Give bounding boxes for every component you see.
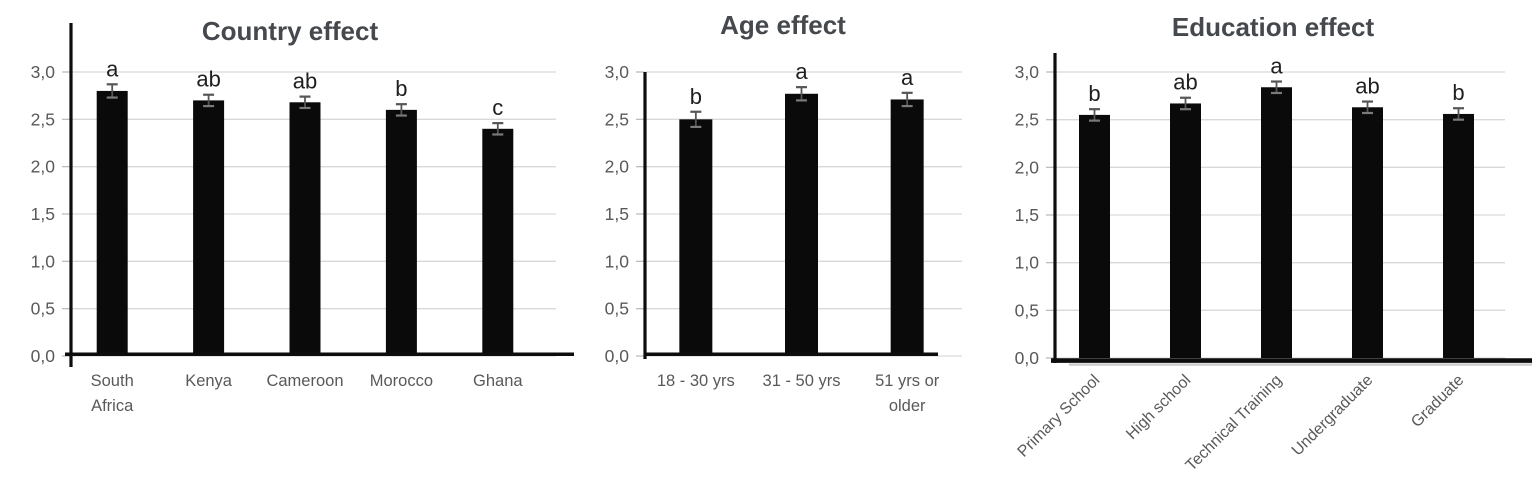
y-tick-label: 0,5 bbox=[605, 299, 629, 319]
x-category-label: Technical Training bbox=[1183, 372, 1286, 475]
chart-title-age-effect: Age effect bbox=[720, 10, 846, 40]
bar bbox=[385, 109, 417, 356]
y-tick-label: 0,5 bbox=[31, 299, 55, 319]
sig-letter: b bbox=[1452, 80, 1464, 105]
sig-letter: a bbox=[1270, 54, 1283, 79]
sig-letter: c bbox=[492, 95, 503, 120]
sig-letter: b bbox=[690, 84, 702, 109]
y-tick-label: 3,0 bbox=[31, 62, 56, 82]
sig-letter: b bbox=[1088, 81, 1100, 106]
bar bbox=[1170, 103, 1201, 359]
x-category-label: Ghana bbox=[473, 372, 523, 390]
bar bbox=[890, 99, 924, 356]
x-category-label: Undergraduate bbox=[1289, 372, 1377, 460]
y-tick-label: 3,0 bbox=[1015, 62, 1040, 82]
x-category-label: Morocco bbox=[370, 372, 433, 390]
y-tick-label: 1,0 bbox=[31, 251, 56, 271]
x-category-label: 51 yrs or bbox=[875, 372, 940, 390]
x-category-label: High school bbox=[1123, 372, 1194, 443]
y-tick-label: 2,0 bbox=[605, 157, 630, 177]
x-category-label: Kenya bbox=[185, 372, 233, 390]
y-tick-label: 3,0 bbox=[605, 62, 630, 82]
bar bbox=[785, 93, 818, 357]
y-tick-label: 1,5 bbox=[1015, 205, 1039, 225]
age-effect-chart: 0,0 0,5 1,0 1,5 2,0 2,5 3,0 b 18 - 30 yrs a 31 - 5… bbox=[605, 10, 962, 415]
sig-letter: a bbox=[106, 56, 119, 81]
y-tick-label: 0,5 bbox=[1015, 300, 1039, 320]
y-tick-label: 0,0 bbox=[1015, 348, 1040, 368]
sig-letter: ab bbox=[196, 67, 220, 92]
bar bbox=[679, 119, 713, 356]
y-tick-label: 0,0 bbox=[605, 346, 630, 366]
bar bbox=[1443, 113, 1474, 359]
x-category-label: Graduate bbox=[1408, 372, 1467, 431]
country-effect-plot-area: 0,0 0,5 1,0 1,5 2,0 2,5 3,0 a South Africa ab Kenya… bbox=[31, 23, 574, 415]
country-effect-chart: 0,0 0,5 1,0 1,5 2,0 2,5 3,0 a South Africa ab Kenya… bbox=[31, 16, 574, 415]
bar bbox=[193, 100, 225, 357]
x-category-label: Primary School bbox=[1015, 372, 1104, 461]
chart-title-education-effect: Education effect bbox=[1172, 12, 1375, 42]
bar bbox=[1261, 87, 1292, 359]
y-tick-label: 2,0 bbox=[1015, 157, 1040, 177]
age-effect-plot-area: 0,0 0,5 1,0 1,5 2,0 2,5 3,0 b 18 - 30 yrs a 31 - 5… bbox=[605, 59, 962, 415]
y-tick-label: 0,0 bbox=[31, 346, 56, 366]
x-category-label: older bbox=[889, 397, 926, 415]
x-category-label: South bbox=[91, 372, 134, 390]
chart-title-country-effect: Country effect bbox=[202, 16, 379, 46]
y-tick-label: 2,5 bbox=[1015, 110, 1039, 130]
x-category-label: 31 - 50 yrs bbox=[763, 372, 841, 390]
bar bbox=[96, 90, 128, 356]
x-category-label: 18 - 30 yrs bbox=[657, 372, 735, 390]
sig-letter: a bbox=[901, 65, 914, 90]
y-tick-label: 2,0 bbox=[31, 157, 56, 177]
sig-letter: ab bbox=[1173, 70, 1197, 95]
x-category-label: Cameroon bbox=[266, 372, 343, 390]
y-tick-label: 2,5 bbox=[31, 109, 55, 129]
bar bbox=[1079, 114, 1110, 359]
y-tick-label: 1,5 bbox=[605, 204, 629, 224]
sig-letter: ab bbox=[1355, 74, 1379, 99]
x-category-label: Africa bbox=[91, 397, 134, 415]
y-tick-label: 1,0 bbox=[605, 251, 630, 271]
y-tick-label: 1,0 bbox=[1015, 253, 1040, 273]
y-tick-label: 2,5 bbox=[605, 109, 629, 129]
sig-letter: b bbox=[395, 76, 407, 101]
bar bbox=[1352, 107, 1383, 358]
sig-letter: ab bbox=[293, 69, 317, 94]
sig-letter: a bbox=[795, 59, 808, 84]
bar bbox=[289, 102, 321, 356]
bar bbox=[482, 128, 514, 356]
y-tick-label: 1,5 bbox=[31, 204, 55, 224]
